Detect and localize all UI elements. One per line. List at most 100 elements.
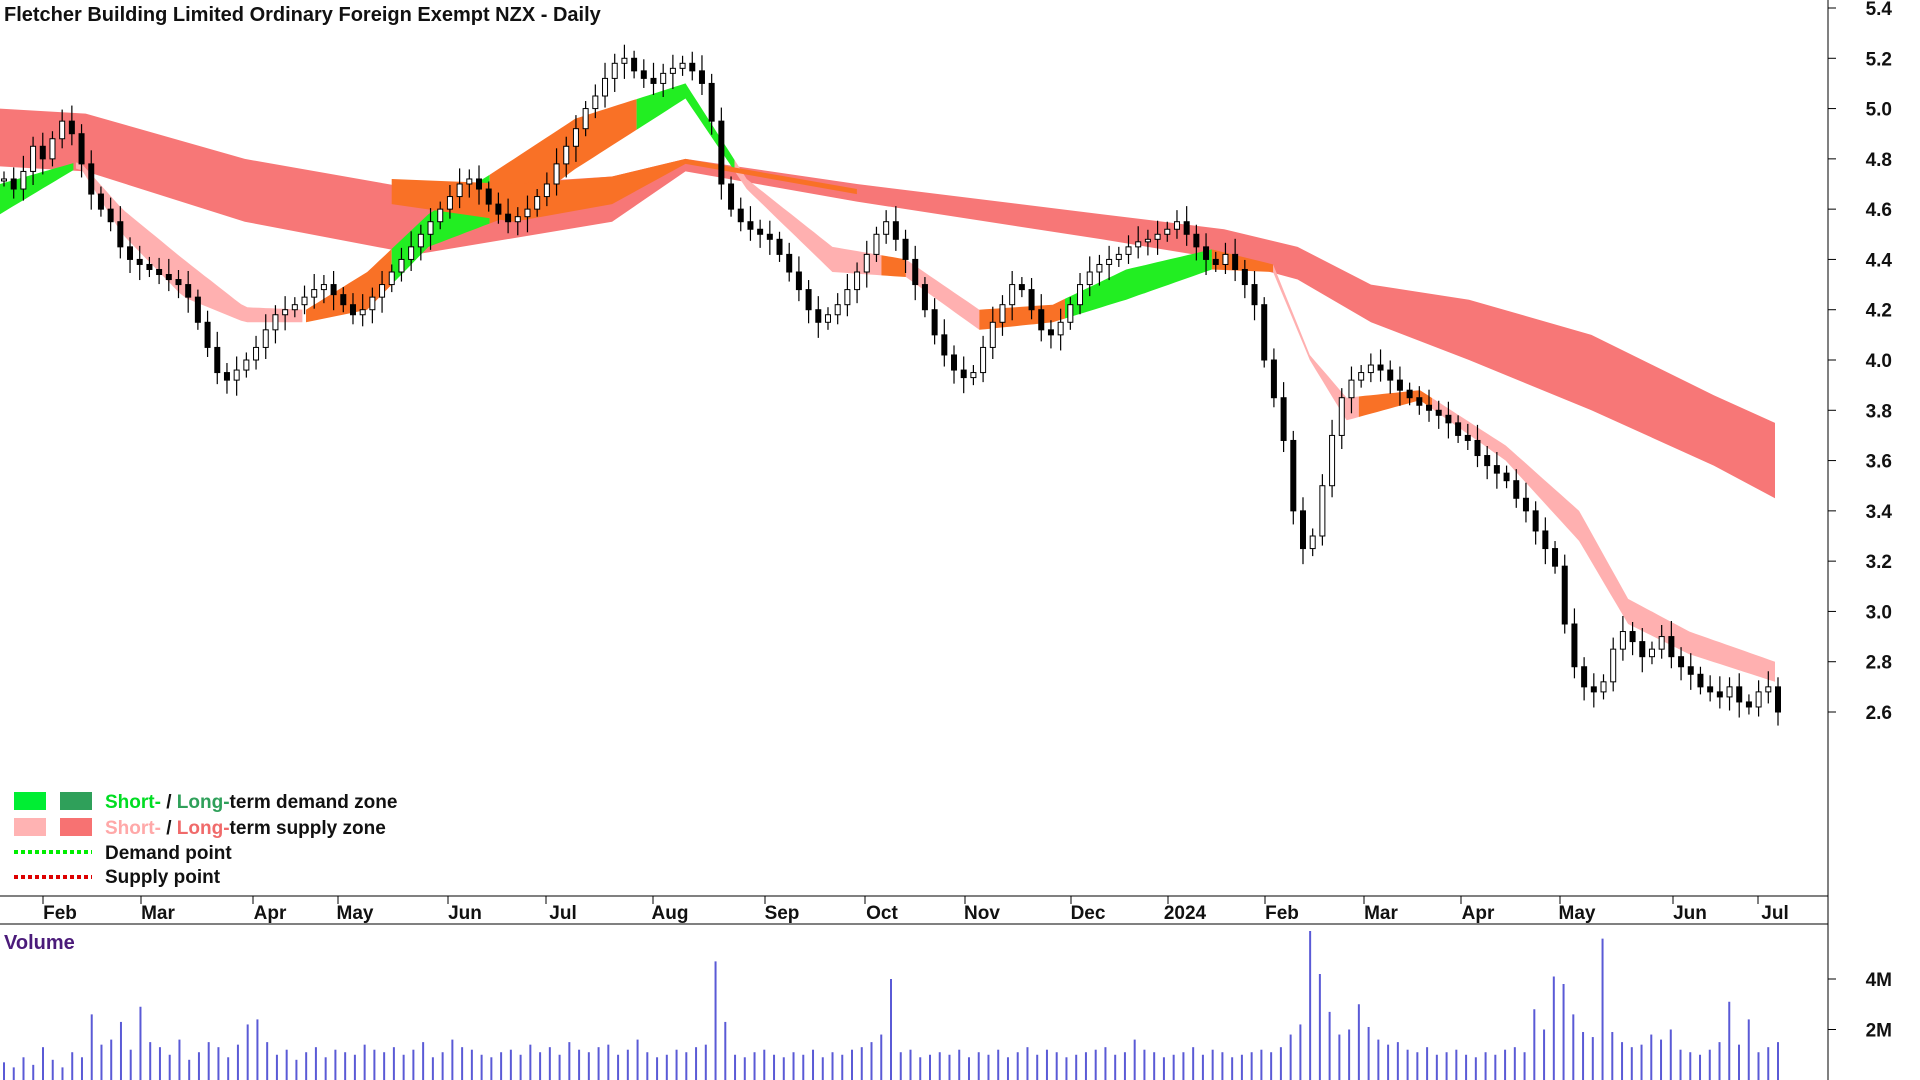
- month-label: Nov: [964, 903, 1000, 924]
- candle-body: [1212, 258, 1219, 265]
- month-label: Apr: [1462, 903, 1495, 924]
- candle-body: [68, 120, 75, 135]
- candle-body: [660, 72, 667, 84]
- candle-body: [59, 120, 66, 140]
- candle-body: [718, 120, 725, 185]
- candle-body: [621, 57, 628, 64]
- month-label: Feb: [43, 903, 77, 924]
- price-tick-label: 5.0: [1866, 100, 1892, 121]
- candle-body: [970, 372, 977, 379]
- candle-body: [476, 178, 483, 190]
- month-label: Jun: [1673, 903, 1707, 924]
- candle-body: [1503, 472, 1510, 482]
- candle-body: [1445, 414, 1452, 424]
- price-tick-label: 2.8: [1866, 653, 1892, 674]
- month-label: Dec: [1071, 903, 1106, 924]
- candle-body: [669, 67, 676, 74]
- long-term-supply-band: [0, 108, 1775, 499]
- candle-body: [863, 253, 870, 273]
- candle-body: [679, 62, 686, 69]
- candle-body: [1513, 480, 1520, 499]
- candle-body: [989, 321, 996, 348]
- candle-body: [1338, 397, 1345, 436]
- candle-body: [873, 233, 880, 255]
- candle-body: [388, 271, 395, 286]
- volume-ticks: 4M 2M: [1828, 970, 1892, 1042]
- volume-label: Volume: [4, 932, 75, 954]
- price-tick-label: 3.4: [1866, 502, 1893, 523]
- price-tick-label: 2.6: [1866, 703, 1892, 724]
- candle-body: [912, 258, 919, 286]
- candle-body: [737, 208, 744, 223]
- candle-body: [107, 208, 114, 223]
- short-term-band-segment: [1273, 264, 1359, 421]
- candle-body: [553, 163, 560, 185]
- legend: Short- / Long-term demand zone Short- / …: [14, 792, 397, 888]
- candle-body: [1755, 691, 1762, 708]
- candle-body: [941, 334, 948, 356]
- legend-swatch-long-supply: [60, 818, 92, 836]
- candle-body: [127, 246, 134, 260]
- month-label: May: [337, 903, 374, 924]
- candle-body: [1387, 369, 1394, 381]
- candle-body: [795, 271, 802, 291]
- candle-body: [340, 294, 347, 306]
- month-label: Oct: [866, 903, 898, 924]
- candle-body: [1251, 284, 1258, 306]
- candle-body: [776, 238, 783, 255]
- candle-body: [844, 289, 851, 306]
- candle-body: [1629, 631, 1636, 643]
- candle-body: [156, 268, 163, 276]
- price-ticks: 5.4 5.2 5.0 4.8 4.6 4.4 4.2 4.0 3.8 3.6 3.4 3.2 3.0 2…: [1828, 0, 1892, 724]
- candle-body: [1610, 648, 1617, 683]
- candle-body: [1057, 321, 1064, 336]
- candle-body: [1203, 246, 1210, 260]
- candle-body: [1474, 439, 1481, 457]
- candle-body: [883, 221, 890, 235]
- candle-body: [757, 228, 764, 235]
- candle-body: [1319, 485, 1326, 537]
- short-term-band-segment: [306, 248, 392, 323]
- candle-body: [1280, 397, 1287, 441]
- candle-body: [320, 284, 327, 291]
- candle-body: [1290, 439, 1297, 512]
- candle-body: [1484, 455, 1491, 467]
- short-term-band-segment: [881, 255, 906, 277]
- price-tick-label: 4.0: [1866, 351, 1892, 372]
- candle-body: [602, 77, 609, 97]
- candle-body: [902, 238, 909, 260]
- candle-body: [1561, 565, 1568, 625]
- candle-body: [1542, 530, 1549, 550]
- volume-tick-label: 4M: [1866, 970, 1892, 991]
- candle-body: [117, 221, 124, 248]
- candle-body: [485, 188, 492, 205]
- candle-body: [892, 221, 899, 240]
- volume-bars: [3, 931, 1779, 1080]
- candle-body: [1173, 221, 1180, 230]
- candle-body: [1222, 253, 1229, 265]
- candle-body: [1745, 701, 1752, 708]
- candle-body: [1299, 510, 1306, 550]
- candle-body: [204, 321, 211, 348]
- month-label: Feb: [1265, 903, 1299, 924]
- candle-body: [272, 314, 279, 331]
- candle-body: [233, 369, 240, 381]
- candle-body: [543, 183, 550, 198]
- candle-body: [214, 346, 221, 374]
- candle-body: [1775, 686, 1781, 713]
- candle-body: [1406, 389, 1413, 399]
- short-term-band-segment: [1065, 249, 1212, 319]
- month-label: Jul: [1761, 903, 1788, 924]
- candle-body: [136, 258, 143, 265]
- candle-body: [417, 233, 424, 248]
- candle-body: [301, 296, 308, 306]
- candle-body: [1096, 263, 1103, 273]
- candle-body: [1154, 233, 1161, 240]
- candle-body: [1600, 681, 1607, 693]
- candle-body: [514, 216, 521, 223]
- candle-body: [805, 289, 812, 311]
- candle-body: [815, 309, 822, 323]
- month-label: Jun: [448, 903, 482, 924]
- candle-body: [1367, 364, 1374, 374]
- candle-body: [88, 163, 95, 195]
